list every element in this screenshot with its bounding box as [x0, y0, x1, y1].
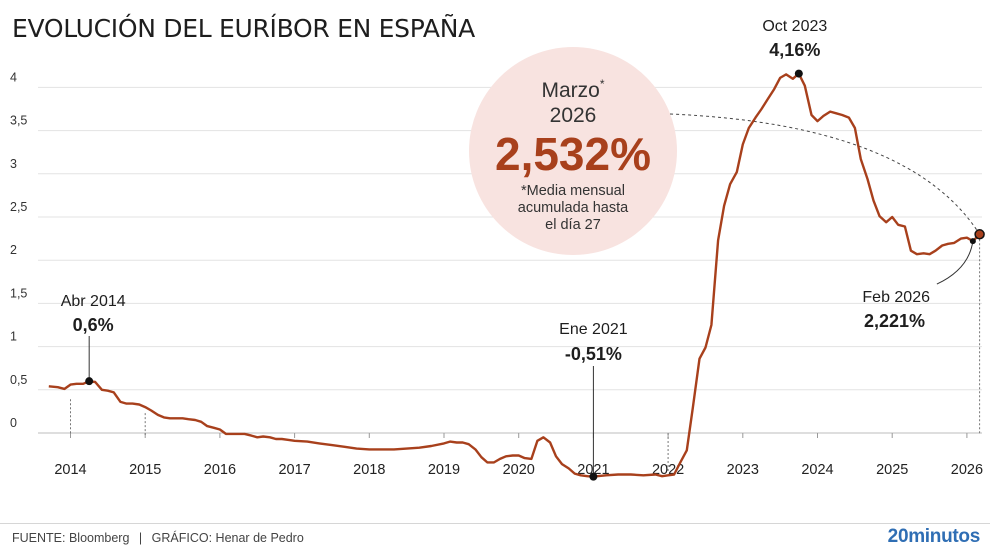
annotation-value: -0,51%	[565, 344, 622, 364]
callout-bubble: Marzo* 2026 2,532% *Media mensualacumula…	[469, 47, 677, 255]
brand-logo: 20minutos	[887, 526, 981, 547]
annotation-label: Feb 2026	[862, 289, 930, 306]
footer-separator: |	[138, 531, 143, 545]
callout-note-line: *Media mensual	[521, 183, 625, 199]
x-tick-label: 2019	[428, 462, 460, 478]
callout-year: 2026	[550, 104, 597, 127]
y-tick-label: 1,5	[10, 286, 27, 300]
x-tick-label: 2017	[278, 462, 310, 478]
x-axis-ticks: 2014 2015 2016 2017 2018 2019 2020 2021 2022 2023…	[54, 433, 983, 478]
annotation-value: 4,16%	[769, 40, 820, 60]
graphic-author: Henar de Pedro	[215, 531, 304, 545]
y-tick-label: 0,5	[10, 373, 27, 387]
callout-value: 2,532%	[495, 128, 651, 180]
source-label: FUENTE:	[12, 531, 66, 545]
callout-month: Marzo*	[541, 77, 604, 102]
y-tick-label: 3,5	[10, 114, 27, 128]
x-tick-label: 2015	[129, 462, 161, 478]
annotation-dot	[589, 472, 598, 481]
source-name: Bloomberg	[68, 531, 130, 545]
y-tick-label: 1	[10, 330, 17, 344]
callout-asterisk: *	[600, 77, 605, 91]
y-tick-label: 0	[10, 416, 17, 430]
y-tick-label: 2	[10, 243, 17, 257]
callout-note-line: el día 27	[545, 217, 601, 233]
x-tick-label: 2023	[727, 462, 759, 478]
callout-month-text: Marzo	[541, 79, 599, 102]
x-tick-label: 2020	[503, 462, 535, 478]
callout-note-line: acumulada hasta	[518, 200, 629, 216]
y-tick-label: 3	[10, 157, 17, 171]
y-tick-label: 4	[10, 70, 17, 84]
annotation-label: Oct 2023	[762, 18, 827, 35]
annotation-dot	[794, 69, 803, 78]
annotation-value: 0,6%	[73, 315, 114, 335]
annotation-dot	[969, 238, 976, 245]
annotation-label: Abr 2014	[61, 293, 126, 310]
x-tick-label: 2025	[876, 462, 908, 478]
euribor-line	[48, 72, 981, 478]
annotation-label: Ene 2021	[559, 321, 628, 338]
callout-connector	[669, 113, 981, 235]
x-tick-label: 2014	[54, 462, 86, 478]
x-tick-label: 2018	[353, 462, 385, 478]
footer: FUENTE: Bloomberg | GRÁFICO: Henar de Pe…	[12, 531, 304, 545]
annotation-dot	[85, 377, 94, 386]
annotations: Abr 2014 0,6% Ene 2021 -0,51% Oct 2023 4,16% F…	[61, 18, 985, 481]
x-tick-label: 2024	[801, 462, 833, 478]
x-tick-label: 2026	[951, 462, 983, 478]
callout-circle	[469, 47, 677, 255]
footer-divider	[0, 523, 990, 524]
y-tick-label: 2,5	[10, 200, 27, 214]
chart-title: EVOLUCIÓN DEL EURÍBOR EN ESPAÑA	[12, 14, 475, 43]
x-tick-label: 2016	[204, 462, 236, 478]
endpoint-dot	[974, 229, 985, 240]
annotation-leader	[936, 241, 974, 285]
annotation-value: 2,221%	[864, 311, 925, 331]
y-axis-ticks: 0 0,5 1 1,5 2 2,5 3 3,5 4	[10, 70, 27, 430]
graphic-label: GRÁFICO:	[151, 531, 213, 545]
guide-lines	[70, 399, 669, 472]
